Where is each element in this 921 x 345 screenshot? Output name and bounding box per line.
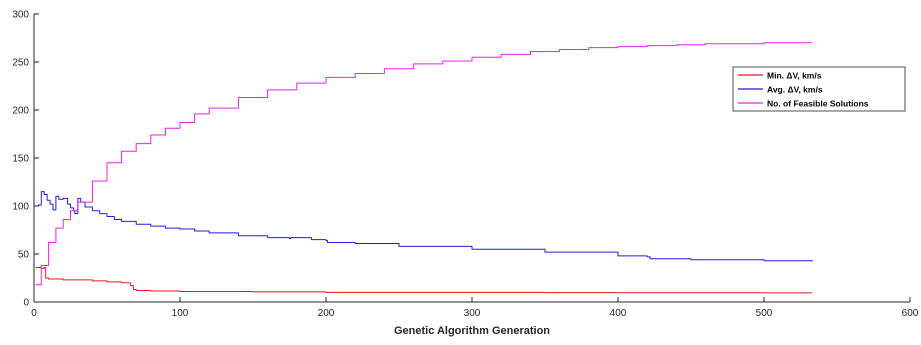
series-layer [35, 42, 813, 294]
series-line-feasible-solutions [35, 42, 813, 286]
legend-label-feasible: No. of Feasible Solutions [767, 99, 869, 109]
x-ticks: 0 100 200 300 400 500 600 [31, 297, 919, 319]
y-tick-label: 50 [18, 250, 30, 261]
y-tick-label: 100 [12, 202, 29, 213]
series-line-avg-dv [35, 191, 813, 262]
y-ticks: 0 50 100 150 200 250 300 [12, 10, 39, 309]
y-tick-label: 0 [23, 298, 29, 309]
y-tick-label: 250 [12, 58, 29, 69]
legend-label-min-dv: Min. ΔV, km/s [767, 71, 822, 81]
y-tick-label: 200 [12, 106, 29, 117]
plot-area [34, 14, 910, 302]
x-tick-label: 0 [31, 308, 37, 319]
x-tick-label: 300 [464, 308, 481, 319]
legend: Min. ΔV, km/s Avg. ΔV, km/s No. of Feasi… [732, 66, 906, 112]
x-tick-label: 100 [172, 308, 189, 319]
x-tick-label: 500 [756, 308, 773, 319]
y-tick-label: 150 [12, 154, 29, 165]
legend-label-avg-dv: Avg. ΔV, km/s [767, 85, 823, 95]
y-tick-label: 300 [12, 10, 29, 21]
series-line-min-dv [35, 266, 813, 294]
x-tick-label: 400 [610, 308, 627, 319]
x-tick-label: 200 [318, 308, 335, 319]
x-axis-title: Genetic Algorithm Generation [394, 325, 550, 337]
x-tick-label: 600 [902, 308, 919, 319]
